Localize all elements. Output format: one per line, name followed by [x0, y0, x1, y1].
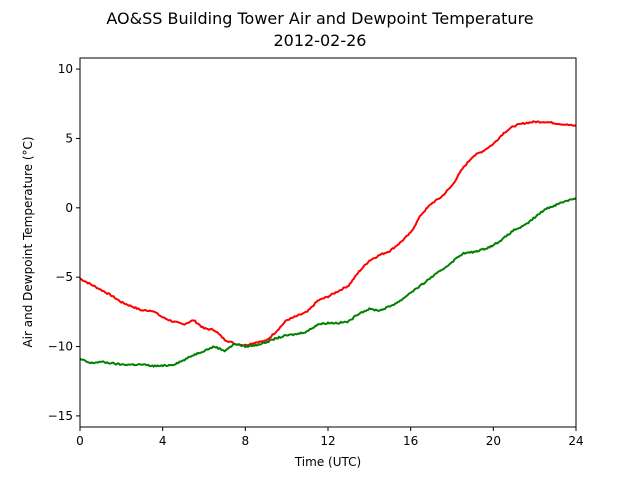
- y-tick-label: −15: [48, 409, 73, 423]
- y-axis-ticks: −15 −10 −5 0 5 10: [48, 62, 80, 423]
- x-axis-label: Time (UTC): [294, 455, 361, 469]
- plot-frame: [79, 57, 577, 428]
- chart-subtitle: 2012-02-26: [274, 31, 367, 50]
- x-tick-label: 0: [76, 434, 84, 448]
- x-tick-label: 24: [568, 434, 583, 448]
- y-tick-label: −10: [48, 340, 73, 354]
- x-tick-label: 20: [486, 434, 501, 448]
- x-tick-label: 12: [320, 434, 335, 448]
- x-axis-ticks: 0 4 8 12 16 20 24: [76, 427, 584, 448]
- y-tick-label: 5: [65, 131, 73, 145]
- chart-title: AO&SS Building Tower Air and Dewpoint Te…: [106, 9, 533, 28]
- y-tick-label: 0: [65, 201, 73, 215]
- y-axis-label: Air and Dewpoint Temperature (°C): [21, 136, 35, 347]
- x-tick-label: 4: [159, 434, 167, 448]
- series-lines: [79, 120, 577, 368]
- x-tick-label: 16: [403, 434, 418, 448]
- y-tick-label: 10: [58, 62, 73, 76]
- x-tick-label: 8: [242, 434, 250, 448]
- y-tick-label: −5: [55, 270, 73, 284]
- series-line-2: [79, 197, 577, 368]
- series-line-1: [79, 120, 577, 347]
